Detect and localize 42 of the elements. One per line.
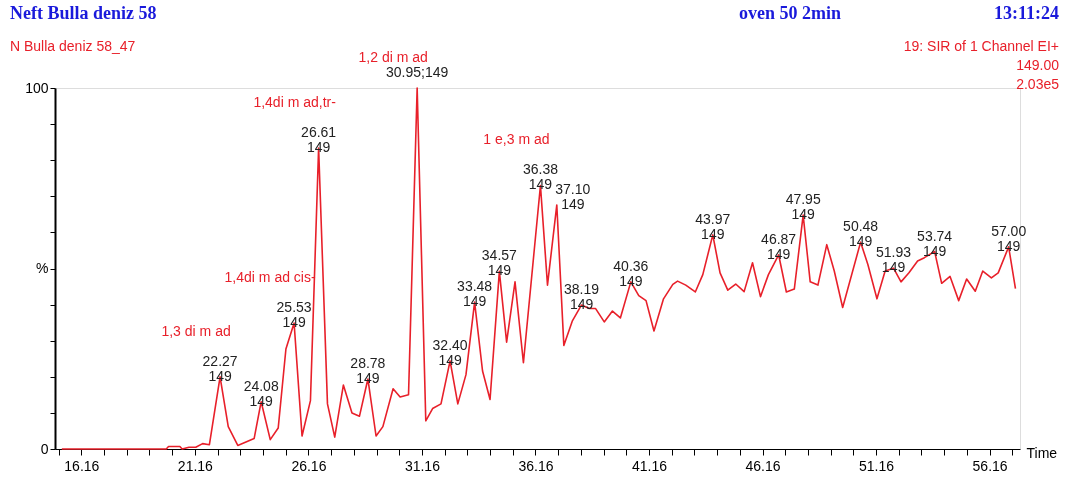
annotation: 22.27 149 bbox=[202, 352, 238, 384]
x-tick-label: 56.16 bbox=[972, 457, 1008, 474]
annotation: 30.95;149 bbox=[386, 64, 449, 80]
x-tick-label: 46.16 bbox=[745, 457, 781, 474]
annotation: 51.93 149 bbox=[876, 244, 912, 276]
x-tick-label: 16.16 bbox=[64, 457, 100, 474]
annotation: 1 e,3 m ad bbox=[483, 131, 550, 148]
annotation: 25.53 149 bbox=[276, 299, 312, 331]
annotation: 28.78 149 bbox=[350, 354, 386, 386]
annotation: 40.36 149 bbox=[613, 257, 649, 289]
x-tick-label: 36.16 bbox=[518, 457, 554, 474]
x-tick-label: 21.16 bbox=[177, 457, 214, 474]
text: 13:11:24 bbox=[994, 3, 1059, 23]
chart-subtitle: N Bulla deniz 58_47 bbox=[10, 38, 136, 54]
y-tick-label: % bbox=[36, 260, 49, 276]
annotation: 53.74 149 bbox=[917, 227, 953, 259]
annotation: 33.48 149 bbox=[457, 278, 493, 310]
x-tick-label: 51.16 bbox=[859, 457, 895, 474]
annotation: 46.87 149 bbox=[761, 230, 797, 262]
annotation: 34.57 149 bbox=[481, 247, 518, 279]
annotation: 43.97 149 bbox=[695, 210, 731, 242]
x-tick-label: 41.16 bbox=[631, 457, 668, 474]
annotation: 1,4di m ad,tr- bbox=[253, 93, 337, 110]
annotation: 32.40 149 bbox=[432, 336, 468, 368]
annotation: 47.95 149 bbox=[785, 191, 821, 223]
annotation: 2.03e5 bbox=[1016, 76, 1060, 92]
annotation: 57.00 149 bbox=[991, 222, 1027, 254]
annotation: 24.08 149 bbox=[243, 377, 279, 409]
chart-title: Neft Bulla deniz 58 bbox=[10, 3, 157, 23]
y-tick-label: 100 bbox=[25, 79, 49, 96]
annotation: 38.19 149 bbox=[564, 280, 600, 312]
annotation: 1,3 di m ad bbox=[161, 322, 231, 339]
text: 19: SIR of 1 Channel EI+ bbox=[903, 38, 1059, 54]
annotation: 1,2 di m ad bbox=[358, 49, 428, 65]
x-tick-label: 31.16 bbox=[404, 457, 441, 474]
annotation: 26.61 149 bbox=[301, 123, 337, 155]
y-tick-label: 0 bbox=[40, 440, 49, 457]
text: oven 50 2min bbox=[738, 3, 842, 23]
annotation: 1,4di m ad cis- bbox=[224, 269, 316, 286]
x-tick-label: 26.16 bbox=[291, 457, 327, 474]
x-axis-title: Time bbox=[1026, 444, 1058, 461]
text: 149.00 bbox=[1016, 57, 1060, 73]
